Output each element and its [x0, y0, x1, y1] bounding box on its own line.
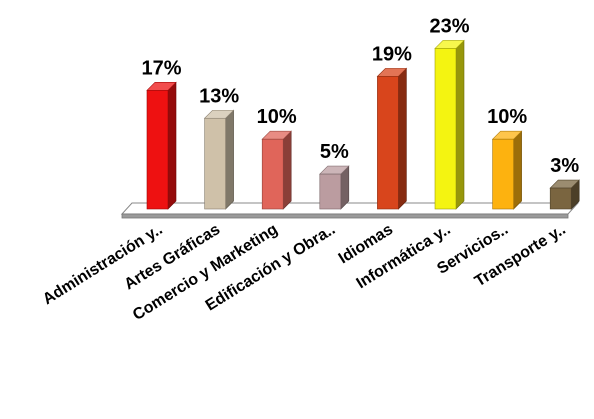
bar-front-face [319, 173, 342, 210]
floor-edge [121, 213, 569, 219]
value-labels-group: 17% 13% 10% 5% 19% 23% 10% 3% [141, 15, 579, 177]
bar-front-face [377, 76, 399, 210]
bars-group [146, 39, 580, 210]
data-label: 23% [429, 15, 469, 37]
bar-front-face [434, 48, 457, 210]
bar-front-face [549, 187, 572, 210]
data-label: 5% [320, 141, 349, 163]
category-labels-group: Administración y..Artes GráficasComercio… [40, 221, 569, 324]
data-label: 3% [550, 155, 579, 177]
bar-side-face [398, 67, 407, 210]
bar [434, 39, 465, 210]
data-label: 13% [199, 85, 239, 107]
bar-side-face [513, 130, 522, 210]
bar-front-face [261, 138, 284, 210]
bar [261, 130, 292, 210]
bar [491, 130, 523, 210]
data-label: 10% [257, 106, 297, 128]
bar [376, 67, 408, 210]
bar-side-face [225, 109, 234, 210]
bar-front-face [204, 117, 226, 210]
bar-side-face [455, 39, 465, 210]
bar-front-face [492, 138, 514, 210]
bar [146, 81, 177, 210]
data-label: 10% [487, 106, 527, 128]
bar [203, 109, 235, 210]
data-label: 17% [141, 57, 181, 79]
bar-side-face [282, 130, 292, 210]
bar [549, 179, 580, 210]
bar [319, 165, 350, 210]
bar-front-face [146, 90, 169, 210]
chart-floor [120, 202, 580, 219]
data-label: 19% [372, 43, 412, 65]
bar-side-face [167, 81, 177, 210]
